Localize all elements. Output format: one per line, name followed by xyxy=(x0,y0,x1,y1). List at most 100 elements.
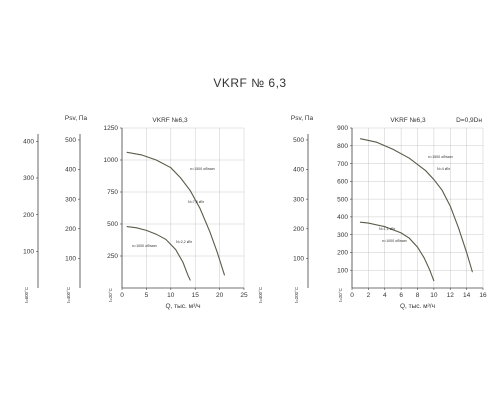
chart2-y-tick-label: 900 xyxy=(337,125,348,132)
chart1-y-tick-label: 1250 xyxy=(104,125,119,132)
chart1-temperature-label: t=400°C xyxy=(66,287,71,303)
chart2-data-point xyxy=(425,170,427,172)
chart1-data-point xyxy=(189,279,191,281)
chart1-secondary-tick-label: 100 xyxy=(23,249,34,256)
chart2-y-tick-label: 500 xyxy=(337,196,348,203)
chart2-series-line xyxy=(360,221,435,282)
chart2-secondary-tick-label: 200 xyxy=(293,226,304,233)
chart2-x-tick-label: 0 xyxy=(350,292,354,299)
chart1-x-tick-label: 5 xyxy=(145,292,149,299)
chart1-data-point xyxy=(189,190,191,192)
page-title: VKRF № 6,3 xyxy=(213,76,287,90)
chart2-secondary-axis-label: Psv, Па xyxy=(291,115,314,122)
chart1-temperature-label: t=600°C xyxy=(24,287,29,303)
chart2-temperature-label: t=400°C xyxy=(258,287,263,303)
chart2-data-point xyxy=(466,252,467,253)
chart2-data-point xyxy=(400,232,402,234)
chart2-series-line xyxy=(360,138,473,273)
chart2-data-point xyxy=(408,157,410,159)
chart1-data-point xyxy=(182,262,184,263)
chart1-secondary-tick-label: 100 xyxy=(65,256,76,263)
chart2-secondary-tick-label: 100 xyxy=(293,256,304,263)
chart2-speed-label: n=1000 об/мин xyxy=(382,239,407,243)
chart1-secondary-axis-label: Psv, Па xyxy=(65,115,88,122)
chart1-data-point xyxy=(155,233,157,235)
chart2-y-tick-label: 300 xyxy=(337,232,348,239)
chart2-secondary-tick-label: 500 xyxy=(293,137,304,144)
chart2-data-point xyxy=(449,205,451,207)
chart2-data-point xyxy=(359,138,361,140)
chart2-y-tick-label: 700 xyxy=(337,161,348,168)
chart2-x-tick-label: 8 xyxy=(416,292,420,299)
chart2-data-point xyxy=(429,269,431,271)
chart1-data-point xyxy=(175,249,177,250)
chart2-data-point xyxy=(441,189,443,191)
chart1-secondary-tick-label: 200 xyxy=(65,226,76,233)
chart1-power-label: N=2,2 кВт xyxy=(176,240,193,244)
chart2-x-tick-label: 4 xyxy=(383,292,387,299)
chart1-x-tick-label: 0 xyxy=(120,292,124,299)
chart2-secondary-tick-label: 300 xyxy=(293,196,304,203)
chart1-data-point xyxy=(187,274,189,276)
chart2-y-tick-label: 100 xyxy=(337,267,348,274)
chart1-data-point xyxy=(170,167,172,169)
chart1-title: VKRF №6,3 xyxy=(152,117,188,124)
chart2-data-point xyxy=(392,148,394,150)
chart2-data-point xyxy=(384,226,386,228)
chart2-x-tick-label: 10 xyxy=(430,292,438,299)
chart1-y-tick-label: 500 xyxy=(107,221,118,228)
chart2-x-tick-label: 14 xyxy=(463,292,471,299)
chart2-data-point xyxy=(417,246,418,248)
chart1-speed-label: n=1500 об/мин xyxy=(190,167,215,171)
chart2-y-tick-label: 200 xyxy=(337,250,348,257)
chart2-temperature-label: t=20°C xyxy=(338,288,343,302)
chart1-data-point xyxy=(126,226,128,227)
chart2-x-tick-label: 6 xyxy=(399,292,403,299)
chart2-subtitle: D=0,9Dн xyxy=(456,117,482,124)
chart1-data-point xyxy=(165,239,167,240)
chart1-secondary-tick-label: 400 xyxy=(65,167,76,174)
chart2-secondary-tick-label: 400 xyxy=(293,167,304,174)
chart2-data-point xyxy=(433,179,435,180)
chart1-secondary-tick-label: 300 xyxy=(65,196,76,203)
chart1-data-point xyxy=(216,251,218,253)
chart1-y-tick-label: 250 xyxy=(107,253,118,260)
chart2-power-label: N=1,1 кВт xyxy=(379,227,396,231)
chart2-temperature-label: t=200°C xyxy=(294,287,299,303)
chart1-data-point xyxy=(136,227,137,229)
chart1-power-label: N=7,5 кВт xyxy=(188,200,205,204)
chart1-x-axis-label: Q, тыс. м³/ч xyxy=(165,303,200,310)
chart1-data-point xyxy=(155,159,157,161)
chart1-series-line xyxy=(126,226,191,281)
chart1-data-point xyxy=(209,231,211,233)
chart1-x-tick-label: 20 xyxy=(216,292,224,299)
chart1-secondary-tick-label: 400 xyxy=(23,139,34,146)
chart1-data-point xyxy=(199,208,201,209)
chart1-series-line xyxy=(126,151,226,276)
chart2-speed-label: n=1500 об/мин xyxy=(428,155,453,159)
chart2-x-axis-label: Q, тыс. м³/ч xyxy=(400,303,435,310)
chart2-data-point xyxy=(458,227,459,228)
chart2-x-tick-label: 16 xyxy=(479,292,487,299)
chart1-data-point xyxy=(126,151,128,153)
chart1-secondary-tick-label: 500 xyxy=(65,137,76,144)
chart1-x-tick-label: 15 xyxy=(192,292,200,299)
chart1-y-tick-label: 1000 xyxy=(104,157,119,164)
chart2-data-point xyxy=(359,221,361,223)
chart2-x-tick-label: 12 xyxy=(447,292,455,299)
chart1-data-point xyxy=(180,177,181,179)
chart2-y-tick-label: 400 xyxy=(337,214,348,221)
chart1-x-tick-label: 25 xyxy=(240,292,248,299)
chart1-data-point xyxy=(224,274,225,276)
chart2-data-point xyxy=(472,271,473,273)
chart1-speed-label: n=1000 об/мин xyxy=(132,244,157,248)
chart2-data-point xyxy=(433,280,435,282)
chart1-data-point xyxy=(141,154,142,156)
chart1-data-point xyxy=(146,230,147,231)
chart1-y-tick-label: 750 xyxy=(107,189,118,196)
chart2-power-label: N=4 кВт xyxy=(437,167,451,171)
chart2-data-point xyxy=(423,257,425,259)
chart1-temperature-label: t=20°C xyxy=(108,288,113,302)
chart2-y-tick-label: 800 xyxy=(337,143,348,150)
